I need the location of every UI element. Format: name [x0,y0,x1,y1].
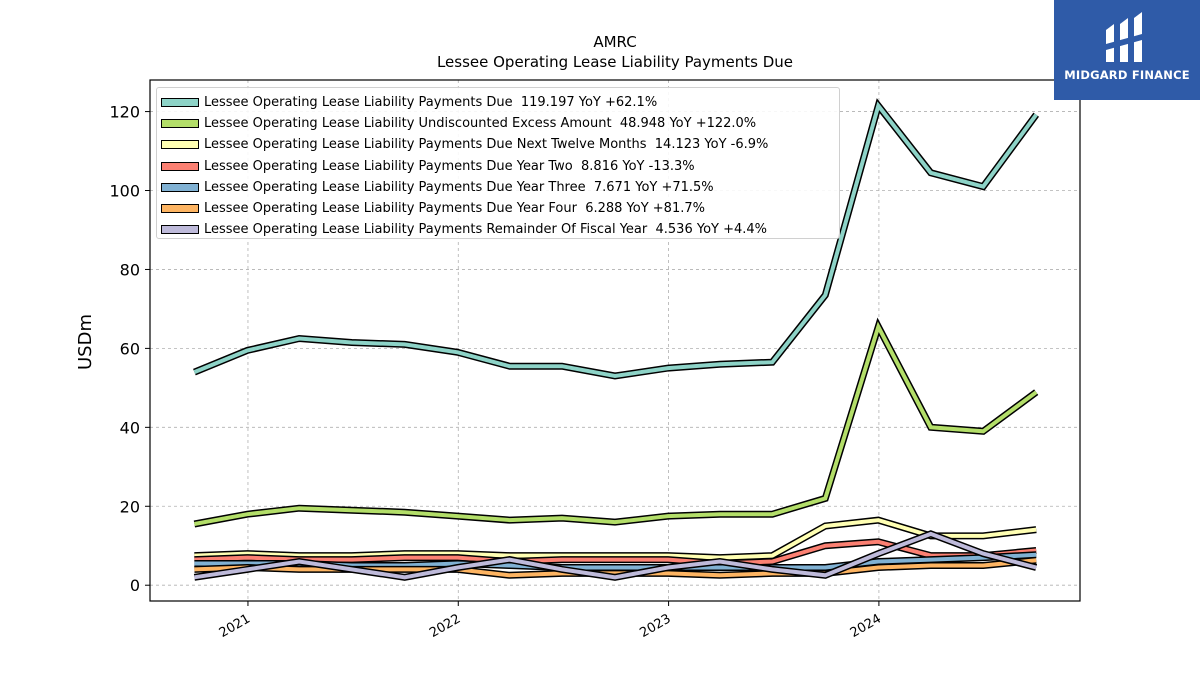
legend-item-2: Lessee Operating Lease Liability Payment… [161,134,839,155]
y-tick-label-4: 80 [120,260,140,279]
legend-swatch-2 [161,140,199,150]
x-tick-label-0: 2021 [217,611,253,641]
midgard-logo-icon [1106,12,1142,62]
legend-item-4: Lessee Operating Lease Liability Payment… [161,177,839,198]
legend-item-1: Lessee Operating Lease Liability Undisco… [161,113,839,134]
legend-item-0: Lessee Operating Lease Liability Payment… [161,92,839,113]
legend-swatch-3 [161,161,199,171]
legend-item-6: Lessee Operating Lease Liability Payment… [161,219,839,240]
chart-title: AMRC [593,33,636,51]
y-tick-label-0: 0 [130,576,140,595]
series-outline-1 [193,317,1039,528]
legend-label-2: Lessee Operating Lease Liability Payment… [204,137,769,153]
y-tick-label-3: 60 [120,339,140,358]
legend-swatch-4 [161,182,199,192]
legend-label-1: Lessee Operating Lease Liability Undisco… [204,116,757,132]
y-tick-label-1: 20 [120,497,140,516]
chart-subtitle: Lessee Operating Lease Liability Payment… [437,53,793,71]
y-tick-label-5: 100 [109,182,140,201]
series-line-1 [194,321,1038,526]
legend-item-5: Lessee Operating Lease Liability Payment… [161,198,839,219]
series-2 [194,516,1037,562]
legend-swatch-0 [161,98,199,108]
legend-swatch-1 [161,119,199,129]
legend-label-4: Lessee Operating Lease Liability Payment… [204,179,714,195]
series-6 [193,530,1038,581]
legend-label-3: Lessee Operating Lease Liability Payment… [204,158,695,174]
x-tick-label-1: 2022 [427,611,463,641]
x-tick-label-3: 2024 [848,611,884,641]
y-axis: 0 20 40 60 80 100 120 [109,103,150,595]
series-line-6 [194,531,1037,580]
legend-label-5: Lessee Operating Lease Liability Payment… [204,201,705,217]
y-axis-label: USDm [75,314,96,370]
brand-logo: MIDGARD FINANCE [1054,0,1200,100]
plot-frame [149,79,1081,602]
legend-item-3: Lessee Operating Lease Liability Payment… [161,156,839,177]
brand-name: MIDGARD FINANCE [1064,68,1190,82]
series-layer [193,98,1040,581]
y-tick-label-6: 120 [109,103,140,122]
y-tick-label-2: 40 [120,418,140,437]
legend-label-6: Lessee Operating Lease Liability Payment… [204,222,768,238]
x-tick-label-2: 2023 [637,611,673,641]
series-1 [193,317,1039,528]
x-axis: 2021 2022 2023 2024 [217,601,884,641]
series-line-2 [194,518,1037,560]
series-line-0 [193,101,1038,379]
legend-swatch-5 [161,204,199,214]
legend: Lessee Operating Lease Liability Payment… [156,87,840,239]
series-0 [193,98,1040,380]
legend-swatch-6 [161,225,199,235]
legend-label-0: Lessee Operating Lease Liability Payment… [204,95,658,111]
